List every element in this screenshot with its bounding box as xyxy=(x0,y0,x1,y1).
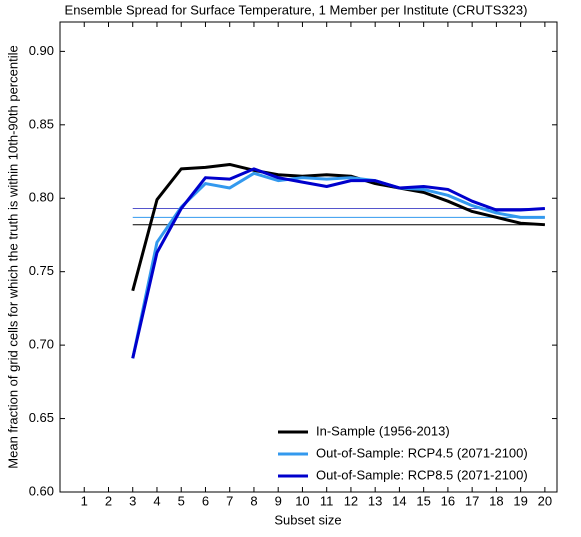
legend-label: In-Sample (1956-2013) xyxy=(316,423,450,438)
x-tick-label: 14 xyxy=(392,493,406,508)
x-tick-label: 17 xyxy=(465,493,479,508)
x-tick-label: 20 xyxy=(538,493,552,508)
x-tick-label: 19 xyxy=(513,493,527,508)
x-tick-label: 12 xyxy=(344,493,358,508)
x-tick-label: 9 xyxy=(275,493,282,508)
y-tick-label: 0.65 xyxy=(29,410,54,425)
x-tick-label: 16 xyxy=(441,493,455,508)
chart-title: Ensemble Spread for Surface Temperature,… xyxy=(65,2,528,17)
legend-label: Out-of-Sample: RCP4.5 (2071-2100) xyxy=(316,445,528,460)
legend-label: Out-of-Sample: RCP8.5 (2071-2100) xyxy=(316,467,528,482)
plot-frame xyxy=(59,21,558,493)
x-axis-label: Subset size xyxy=(274,512,341,527)
x-tick-label: 5 xyxy=(178,493,185,508)
series-line xyxy=(131,167,545,359)
x-tick-label: 15 xyxy=(416,493,430,508)
y-tick-label: 0.85 xyxy=(29,116,54,131)
y-tick-label: 0.60 xyxy=(29,483,54,498)
series-line xyxy=(131,171,545,359)
x-tick-label: 2 xyxy=(105,493,112,508)
y-tick-label: 0.75 xyxy=(29,263,54,278)
x-tick-label: 8 xyxy=(250,493,257,508)
y-axis-label: Mean fraction of grid cells for which th… xyxy=(5,45,20,468)
y-tick-label: 0.80 xyxy=(29,190,54,205)
x-tick-label: 18 xyxy=(489,493,503,508)
series-line xyxy=(131,162,545,292)
y-tick-label: 0.70 xyxy=(29,337,54,352)
x-tick-label: 4 xyxy=(153,493,160,508)
x-tick-label: 13 xyxy=(368,493,382,508)
x-tick-label: 3 xyxy=(129,493,136,508)
x-tick-label: 7 xyxy=(226,493,233,508)
x-tick-label: 6 xyxy=(202,493,209,508)
x-tick-label: 1 xyxy=(81,493,88,508)
x-tick-label: 10 xyxy=(295,493,309,508)
x-tick-label: 11 xyxy=(320,493,334,508)
y-tick-label: 0.90 xyxy=(29,43,54,58)
